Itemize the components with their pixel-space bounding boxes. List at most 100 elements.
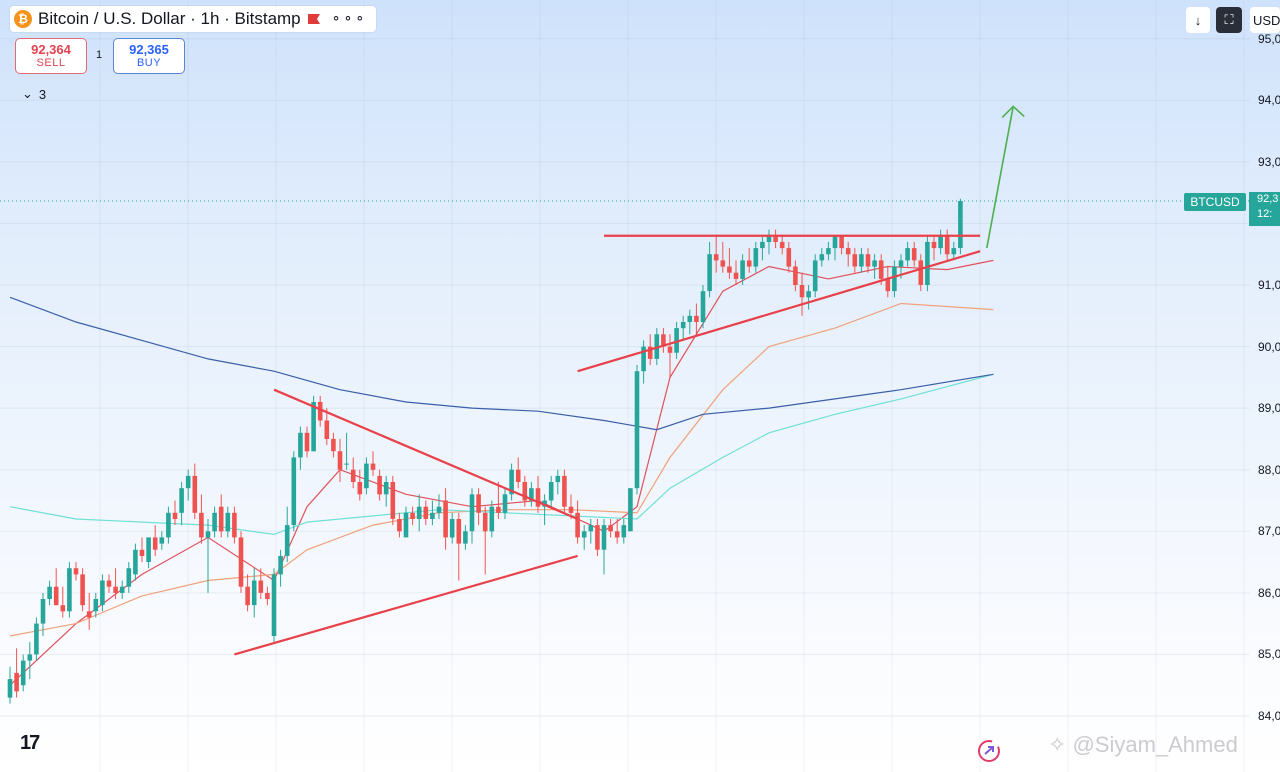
price-axis-label: 90,0 xyxy=(1258,340,1280,354)
candle-body xyxy=(634,371,640,489)
candle-body xyxy=(324,420,330,439)
candle-body xyxy=(760,241,765,249)
last-price-box: 92,3 12: xyxy=(1249,192,1280,226)
download-button[interactable]: ↓ xyxy=(1186,7,1210,33)
candle-body xyxy=(212,512,217,532)
candle-body xyxy=(799,285,805,298)
last-price: 92,3 xyxy=(1257,193,1279,205)
currency-selector[interactable]: USD xyxy=(1250,7,1280,33)
candle-body xyxy=(707,254,712,292)
candle-body xyxy=(60,605,66,612)
symbol-header[interactable]: ₿ Bitcoin / U.S. Dollar · 1h · Bitstamp … xyxy=(10,6,377,32)
candle-body xyxy=(47,586,52,599)
tradingview-logo[interactable]: 17 xyxy=(20,732,40,754)
bitcoin-icon: ₿ xyxy=(14,10,32,28)
candle-body xyxy=(185,475,191,489)
download-icon: ↓ xyxy=(1194,12,1202,28)
candle-body xyxy=(456,519,462,544)
candle-body xyxy=(872,260,877,267)
candle-body xyxy=(146,537,151,562)
candle-body xyxy=(403,512,409,538)
candle-body xyxy=(416,506,422,519)
sell-label: SELL xyxy=(36,57,66,70)
fullscreen-icon: ⛶ xyxy=(1224,12,1234,27)
candle-body xyxy=(555,475,561,483)
price-axis-label: 87,0 xyxy=(1258,524,1280,538)
more-options-icon[interactable]: ⚬⚬⚬ xyxy=(330,11,367,26)
candle-body xyxy=(562,475,567,507)
candle-body xyxy=(436,506,442,513)
candle-body xyxy=(529,488,534,501)
projection-arrowhead xyxy=(1001,105,1025,119)
candle-body xyxy=(40,599,46,624)
price-axis-label: 93,0 xyxy=(1258,155,1280,169)
candle-body xyxy=(542,500,547,507)
candle-body xyxy=(410,512,415,519)
candle-body xyxy=(245,586,250,606)
candle-body xyxy=(390,482,396,519)
candle-body xyxy=(27,654,33,661)
flag-icon[interactable] xyxy=(307,13,321,25)
price-axis-label: 84,0 xyxy=(1258,709,1280,723)
candle-body xyxy=(80,574,85,606)
candle-body xyxy=(931,241,937,249)
candle-body xyxy=(443,500,448,538)
symbol-title[interactable]: Bitcoin / U.S. Dollar · 1h · Bitstamp xyxy=(38,9,301,28)
candle-body xyxy=(601,525,607,550)
candle-body xyxy=(370,463,376,470)
candle-body xyxy=(667,346,673,353)
bar-countdown: 12: xyxy=(1257,208,1273,220)
candle-body xyxy=(839,235,844,249)
candle-body xyxy=(859,254,864,267)
candle-body xyxy=(628,488,633,532)
price-axis-label: 89,0 xyxy=(1258,401,1280,415)
candle-body xyxy=(20,660,26,686)
candle-body xyxy=(647,346,653,359)
candle-body xyxy=(67,568,72,612)
chevron-down-icon: ⌄ xyxy=(22,86,33,101)
watermark-icon: ✧ xyxy=(1048,732,1067,757)
buy-button[interactable]: 92,365 BUY xyxy=(113,38,185,74)
sell-button[interactable]: 92,364 SELL xyxy=(15,38,87,74)
candle-body xyxy=(383,482,389,495)
candle-body xyxy=(733,272,739,279)
candle-body xyxy=(595,525,600,550)
candle-body xyxy=(515,469,521,482)
candle-body xyxy=(304,432,310,452)
price-axis-label: 94,0 xyxy=(1258,93,1280,107)
trendline xyxy=(273,388,579,520)
candle-body xyxy=(344,463,349,465)
price-axis-label: 91,0 xyxy=(1258,278,1280,292)
candle-body xyxy=(159,537,165,544)
candle-body xyxy=(126,568,132,587)
candle-body xyxy=(568,506,574,513)
fullscreen-button[interactable]: ⛶ xyxy=(1216,7,1242,33)
replay-icon[interactable] xyxy=(976,738,1002,764)
candle-body xyxy=(179,488,184,513)
candle-body xyxy=(364,463,369,489)
candle-body xyxy=(911,248,917,261)
candle-body xyxy=(535,488,541,507)
candle-body xyxy=(298,432,303,458)
candle-body xyxy=(581,531,587,538)
candle-body xyxy=(892,266,897,292)
indicators-toggle[interactable]: ⌄ 3 xyxy=(22,86,46,102)
candle-body xyxy=(885,278,891,292)
candle-body xyxy=(14,672,19,692)
candle-body xyxy=(806,291,811,298)
candle-body xyxy=(614,531,620,538)
candle-body xyxy=(938,235,943,249)
candle-body xyxy=(199,512,204,538)
candle-body xyxy=(608,525,613,532)
price-axis-label: 85,0 xyxy=(1258,647,1280,661)
candle-body xyxy=(793,266,798,285)
candle-body xyxy=(463,531,468,544)
candle-body xyxy=(100,580,105,606)
candle-body xyxy=(258,580,264,593)
candle-body xyxy=(7,679,13,698)
candle-body xyxy=(766,235,772,242)
candle-body xyxy=(172,512,178,519)
candle-body xyxy=(331,438,336,452)
